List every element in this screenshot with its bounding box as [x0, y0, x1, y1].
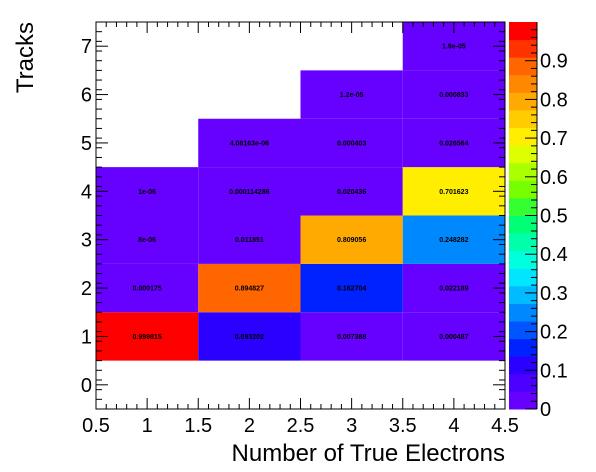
x-axis-label: Number of True Electrons [232, 440, 505, 467]
heatmap-cell [198, 312, 301, 361]
heatmap-cell [402, 215, 505, 264]
cell-value-label: 0.022189 [439, 286, 468, 293]
colorbar-swatch [509, 39, 537, 58]
cell-value-label: 0.011851 [235, 237, 264, 244]
y-tick-label: 2 [81, 278, 92, 300]
cell-value-label: 0.162704 [337, 286, 366, 293]
cell-value-label: 0.000175 [133, 286, 162, 293]
heatmap-cell [402, 263, 505, 313]
y-tick-label: 4 [81, 181, 92, 203]
colorbar-swatch [509, 162, 537, 181]
colorbar-swatch [509, 391, 537, 410]
y-tick-label: 5 [81, 133, 92, 155]
heatmap-cell [402, 118, 505, 168]
colorbar-tick-label: 0.6 [540, 167, 568, 189]
cell-value-label: 8e-06 [138, 237, 156, 244]
colorbar-swatch [509, 197, 537, 216]
colorbar-swatch [509, 22, 537, 41]
cell-value-label: 0.894827 [235, 286, 264, 293]
y-tick-label: 6 [81, 85, 92, 107]
x-tick-label: 1 [142, 415, 153, 437]
colorbar-swatch [509, 215, 537, 234]
colorbar-tick-label: 0.5 [540, 206, 568, 228]
heatmap-cells: 0.999815 0.000175 8e-06 1e-06 0.093202 0.8948… [96, 22, 505, 361]
cell-value-label: 0.000487 [439, 334, 468, 341]
colorbar-tick-label: 0 [540, 399, 551, 421]
heatmap-cell [198, 215, 301, 264]
x-tick-label: 3.5 [389, 415, 417, 437]
colorbar-tick-label: 0.8 [540, 89, 568, 111]
heatmap-cell [402, 312, 505, 361]
heatmap-cell [300, 312, 403, 361]
colorbar-swatch [509, 145, 537, 164]
colorbar-swatch [509, 127, 537, 146]
colorbar-swatch [509, 321, 537, 340]
cell-value-label: 0.007388 [337, 334, 366, 341]
y-tick-label: 7 [81, 36, 92, 58]
colorbar-tick-label: 0.4 [540, 244, 568, 266]
colorbar-swatch [509, 356, 537, 375]
heatmap-cell [96, 312, 199, 361]
heatmap-cell [300, 263, 403, 313]
colorbar-tick-label: 0.7 [540, 128, 568, 150]
colorbar-swatch [509, 285, 537, 304]
x-tick-label: 2.5 [287, 415, 315, 437]
colorbar-swatch [509, 268, 537, 287]
cell-value-label: 0.000114286 [229, 189, 270, 196]
colorbar-tick-label: 0.2 [540, 322, 568, 344]
x-axis: 0.5 1 1.5 2 2.5 3 3.5 4 4.5 [82, 22, 519, 437]
cell-value-label: 0.809056 [337, 237, 366, 244]
x-tick-label: 3 [346, 415, 357, 437]
cell-value-label: 1e-06 [138, 189, 156, 196]
cell-value-label: 0.000833 [439, 92, 468, 99]
cell-value-label: 0.248282 [439, 237, 468, 244]
colorbar-swatch [509, 57, 537, 76]
colorbar-swatch [509, 233, 537, 252]
y-axis-label: Tracks [12, 22, 39, 93]
colorbar-tick-label: 0.1 [540, 360, 568, 382]
cell-value-label: 1.9e-05 [442, 44, 466, 51]
colorbar: 0 0.1 0.2 0.3 0.4 0.5 0.6 0.7 0.8 0.9 [509, 22, 568, 421]
colorbar-swatch [509, 109, 537, 129]
heatmap-cell [402, 70, 505, 119]
heatmap-cell [300, 70, 403, 119]
heatmap-cell [198, 118, 301, 168]
heatmap-cell [96, 263, 199, 313]
cell-value-label: 0.026564 [439, 140, 468, 147]
colorbar-swatch [509, 74, 537, 93]
x-tick-label: 2 [244, 415, 255, 437]
y-tick-label: 3 [81, 230, 92, 252]
heatmap-cell [198, 167, 301, 216]
y-tick-label: 0 [81, 375, 92, 397]
x-tick-label: 4 [448, 415, 459, 437]
colorbar-swatch [509, 373, 537, 392]
cell-value-label: 0.020436 [337, 189, 366, 196]
colorbar-tick-label: 0.9 [540, 51, 568, 73]
colorbar-swatch [509, 303, 537, 322]
colorbar-swatch [509, 92, 537, 111]
y-axis: 0 1 2 3 4 5 6 7 [81, 21, 505, 410]
cell-value-label: 0.999815 [133, 334, 162, 341]
cell-value-label: 1.2e-05 [340, 92, 364, 99]
heatmap-cell [96, 215, 199, 264]
x-tick-label: 4.5 [491, 415, 519, 437]
colorbar-swatch [509, 180, 537, 199]
heatmap-cell [300, 118, 403, 168]
x-tick-label: 0.5 [82, 415, 110, 437]
heatmap-cell [96, 167, 199, 216]
cell-value-label: 0.701623 [439, 189, 468, 196]
y-tick-label: 1 [81, 326, 92, 348]
colorbar-swatch [509, 338, 537, 357]
heatmap-cell [300, 215, 403, 264]
cell-value-label: 0.093202 [235, 334, 264, 341]
cell-value-label: 4.08163e-06 [230, 140, 269, 147]
heatmap-cell [402, 167, 505, 216]
colorbar-tick-label: 0.3 [540, 283, 568, 305]
heatmap-cell [198, 263, 301, 313]
heatmap-cell [300, 167, 403, 216]
x-tick-label: 1.5 [184, 415, 212, 437]
cell-value-label: 0.000403 [337, 140, 366, 147]
colorbar-swatch [509, 250, 537, 269]
